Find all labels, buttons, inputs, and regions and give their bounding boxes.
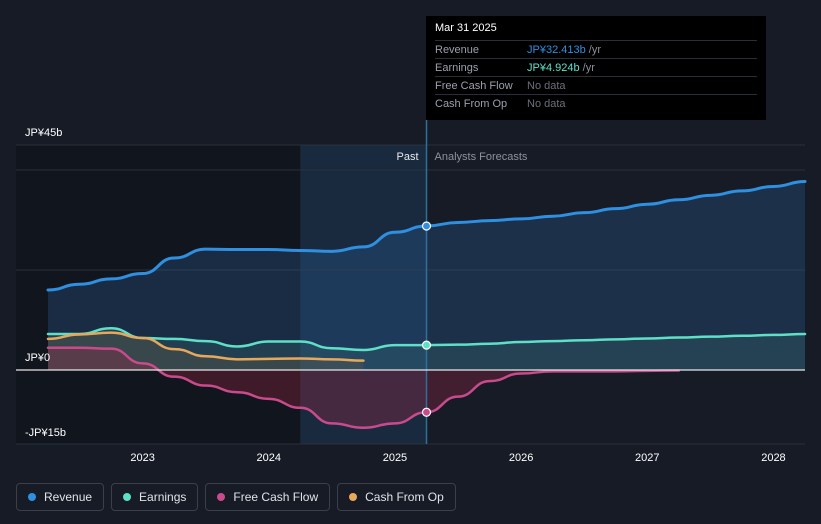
x-tick-labels: 2023 2024 2025 2026 2027 2028 — [130, 452, 785, 464]
x-tick-label: 2026 — [509, 452, 533, 464]
past-highlight-region — [300, 145, 427, 444]
tooltip-date: Mar 31 2025 — [435, 22, 497, 34]
y-tick-label: JP¥0 — [25, 352, 50, 364]
legend-dot-icon — [28, 493, 36, 501]
free-cash-flow-line — [46, 346, 681, 430]
legend-item-cash-from-op[interactable]: Cash From Op — [337, 483, 456, 511]
legend-item-revenue[interactable]: Revenue — [16, 483, 105, 511]
y-tick-label: JP¥45b — [25, 127, 62, 139]
revenue-point — [421, 221, 432, 231]
tooltip-row-cfo: Cash From Op No data — [435, 94, 757, 112]
legend: Revenue Earnings Free Cash Flow Cash Fro… — [16, 483, 456, 511]
tooltip-row-fcf: Free Cash Flow No data — [435, 76, 757, 94]
legend-label: Cash From Op — [365, 490, 444, 504]
tooltip-value-revenue: JP¥32.413b /yr — [527, 43, 601, 56]
tooltip-row-revenue: Revenue JP¥32.413b /yr — [435, 40, 757, 58]
tooltip-value-cfo: No data — [527, 97, 566, 110]
legend-item-earnings[interactable]: Earnings — [111, 483, 199, 511]
tooltip-label: Revenue — [435, 43, 480, 56]
legend-label: Earnings — [139, 490, 187, 504]
tooltip-value-earnings: JP¥4.924b /yr — [527, 61, 595, 74]
free-cash-flow-area — [48, 347, 679, 428]
series-markers — [421, 221, 432, 417]
x-tick-label: 2027 — [635, 452, 659, 464]
free-cash-flow-point — [421, 407, 432, 417]
tooltip-row-earnings: Earnings JP¥4.924b /yr — [435, 58, 757, 76]
legend-dot-icon — [217, 493, 226, 501]
tooltip-value-fcf: No data — [527, 79, 566, 92]
legend-dot-icon — [123, 493, 132, 501]
cash-from-op-line — [46, 331, 365, 362]
x-tick-label: 2023 — [130, 452, 154, 464]
past-label: Past — [396, 151, 418, 163]
tooltip-label: Earnings — [435, 61, 479, 74]
x-tick-label: 2024 — [257, 452, 281, 464]
legend-dot-icon — [349, 493, 358, 501]
y-tick-label: -JP¥15b — [25, 427, 66, 439]
legend-label: Free Cash Flow — [233, 490, 319, 504]
tooltip-label: Free Cash Flow — [435, 79, 513, 92]
tooltip-label: Cash From Op — [435, 97, 508, 110]
cash-from-op-area — [48, 332, 364, 370]
tooltip: Mar 31 2025 Revenue JP¥32.413b /yr Earni… — [426, 16, 766, 120]
legend-label: Revenue — [44, 490, 93, 504]
forecast-label: Analysts Forecasts — [435, 151, 528, 163]
x-tick-label: 2028 — [761, 452, 785, 464]
x-tick-label: 2025 — [383, 452, 407, 464]
earnings-point — [421, 340, 432, 350]
legend-item-free-cash-flow[interactable]: Free Cash Flow — [205, 483, 331, 511]
y-tick-labels: JP¥45b JP¥0 -JP¥15b — [25, 127, 66, 439]
